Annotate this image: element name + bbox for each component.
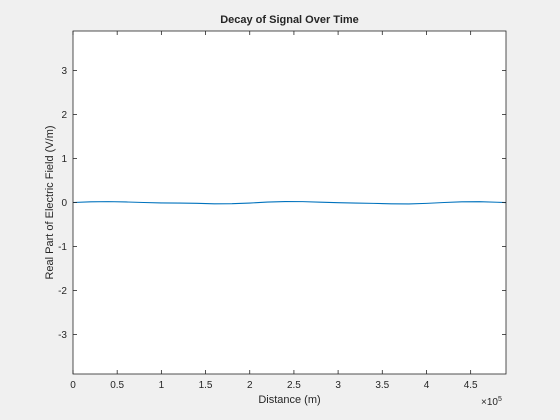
x-tick-label: 4.5 — [464, 380, 478, 391]
x-tick-label: 2.5 — [287, 380, 301, 391]
y-tick-label: -3 — [58, 330, 67, 341]
x-tick-label: 3.5 — [375, 380, 389, 391]
x-tick-label: 1 — [159, 380, 165, 391]
x-tick-label: 0.5 — [110, 380, 124, 391]
y-tick-label: 3 — [61, 66, 67, 77]
x-tick-label: 1.5 — [199, 380, 213, 391]
series-layer — [72, 200, 507, 205]
x-tick-label: 0 — [70, 380, 76, 391]
x-axis-exponent: ×105 — [481, 396, 502, 408]
y-axis-label: Real Part of Electric Field (V/m) — [44, 125, 56, 279]
x-tick-label: 3 — [335, 380, 341, 391]
x-axis-exponent-base: ×10 — [481, 397, 498, 408]
y-tick-label: 2 — [61, 110, 67, 121]
x-tick-label: 4 — [424, 380, 430, 391]
y-tick-label: -2 — [58, 286, 67, 297]
x-tick-label: 2 — [247, 380, 253, 391]
y-tick-label: -1 — [58, 242, 67, 253]
series-line-0 — [72, 200, 507, 205]
chart-title: Decay of Signal Over Time — [220, 14, 359, 26]
x-axis-label: Distance (m) — [258, 394, 320, 406]
y-tick-label: 1 — [61, 154, 67, 165]
y-tick-label: 0 — [61, 198, 67, 209]
x-axis-ticks: 0 0.5 1 1.5 2 2.5 3 3.5 4 4.5 — [70, 31, 478, 391]
y-axis-ticks: -3 -2 -1 0 1 2 3 — [58, 66, 506, 341]
x-axis-exponent-power: 5 — [498, 396, 502, 403]
